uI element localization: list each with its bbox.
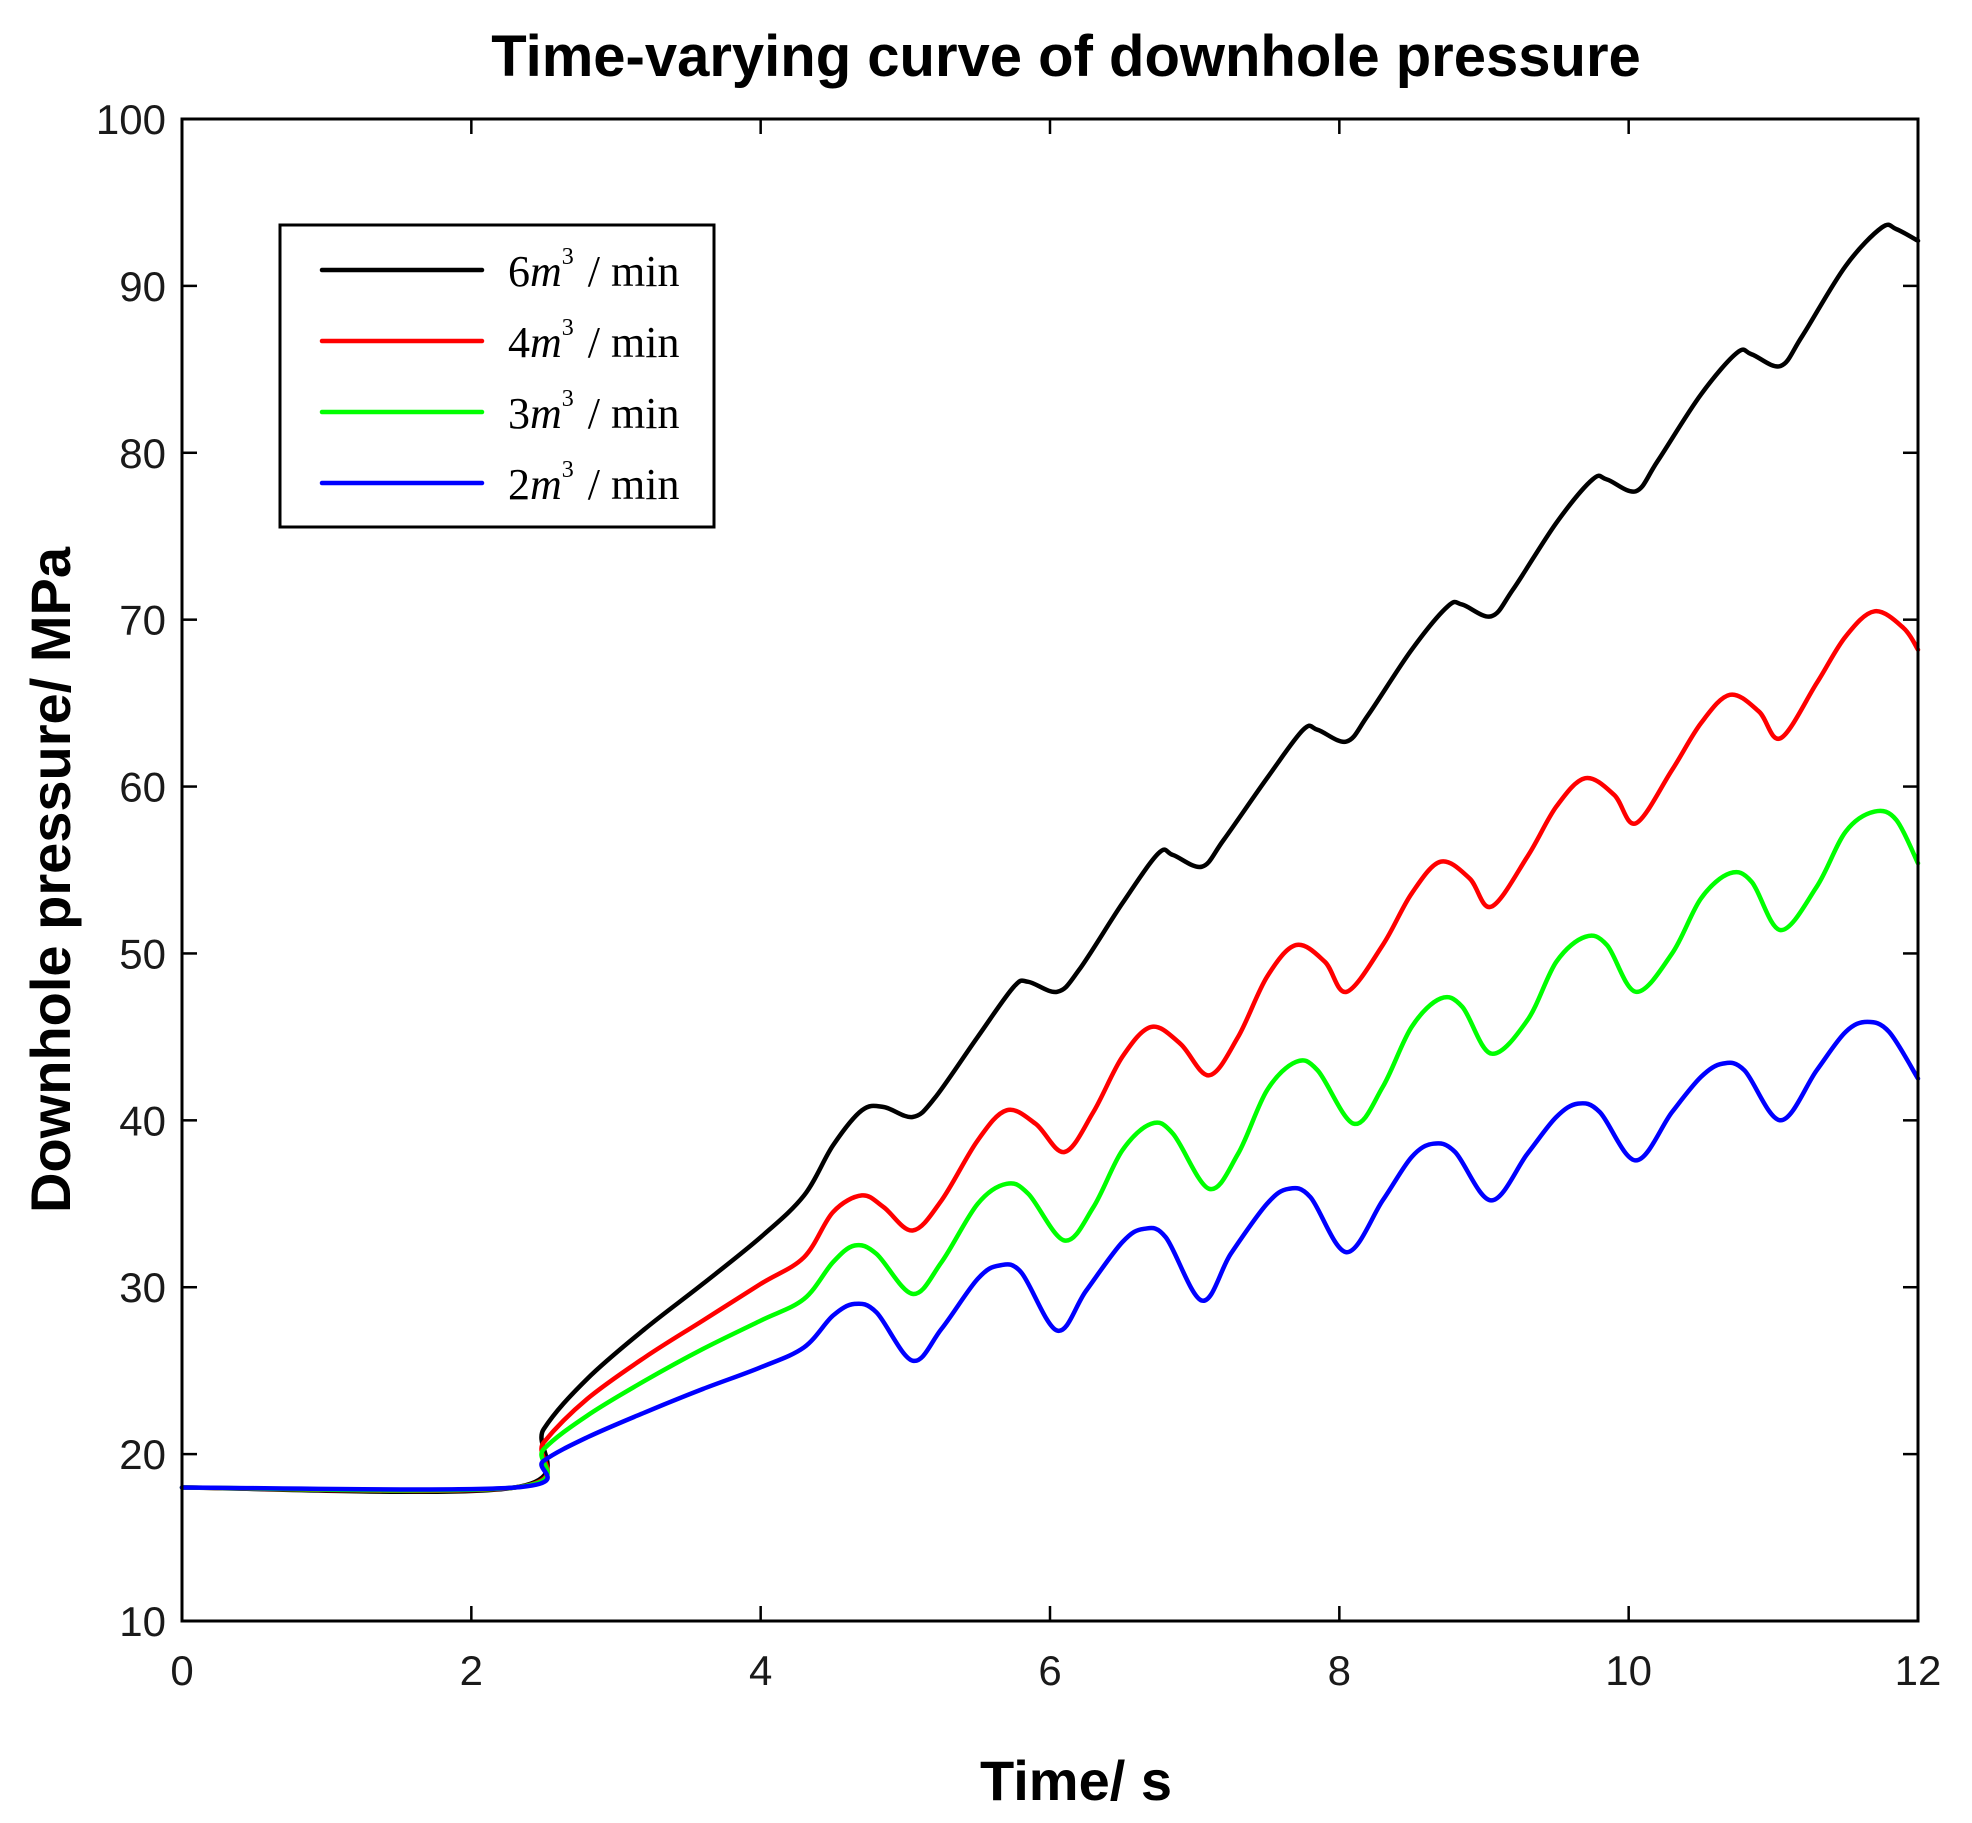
- y-tick-label: 50: [119, 930, 166, 977]
- x-axis-label: Time/ s: [980, 1749, 1172, 1812]
- legend-exp: 3: [562, 315, 574, 341]
- x-tick-label: 6: [1038, 1647, 1061, 1694]
- legend-var: m: [530, 460, 562, 509]
- plot-lines: [179, 222, 1921, 1495]
- y-tick-label: 90: [119, 263, 166, 310]
- y-tick-label: 20: [119, 1431, 166, 1478]
- series-line-1: [179, 609, 1921, 1494]
- legend-var: m: [530, 389, 562, 438]
- legend-var: m: [530, 318, 562, 367]
- legend-label-3: 2m3 / min: [508, 457, 679, 509]
- series-line-0: [179, 222, 1921, 1495]
- legend-label-2: 3m3 / min: [508, 386, 679, 438]
- y-axis-label: Downhole pressure/ MPa: [19, 546, 82, 1213]
- legend-unit: / min: [588, 318, 680, 367]
- legend-coef: 6: [508, 247, 530, 296]
- legend-exp: 3: [562, 457, 574, 483]
- y-tick-label: 60: [119, 764, 166, 811]
- y-tick-label: 40: [119, 1097, 166, 1144]
- x-tick-label: 2: [460, 1647, 483, 1694]
- x-tick-label: 8: [1328, 1647, 1351, 1694]
- legend-unit: / min: [588, 460, 680, 509]
- y-tick-label: 10: [119, 1598, 166, 1645]
- legend-coef: 2: [508, 460, 530, 509]
- legend-var: m: [530, 247, 562, 296]
- series-line-3: [179, 1019, 1921, 1492]
- x-tick-label: 12: [1895, 1647, 1942, 1694]
- legend-box: [278, 223, 716, 529]
- x-tick-label: 4: [749, 1647, 772, 1694]
- y-tick-label: 70: [119, 597, 166, 644]
- legend-coef: 4: [508, 318, 530, 367]
- y-tick-label: 100: [96, 96, 166, 143]
- legend-unit: / min: [588, 389, 680, 438]
- legend-label-0: 6m3 / min: [508, 244, 679, 296]
- series-line-2: [179, 808, 1921, 1493]
- y-tick-label: 80: [119, 430, 166, 477]
- y-tick-label: 30: [119, 1264, 166, 1311]
- legend-exp: 3: [562, 244, 574, 270]
- x-tick-label: 0: [170, 1647, 193, 1694]
- chart-title: Time-varying curve of downhole pressure: [491, 24, 1641, 89]
- x-axis-ticks: 0 2 4 6 8 10 12: [170, 119, 1941, 1694]
- x-tick-label: 10: [1605, 1647, 1652, 1694]
- y-axis-ticks: 10 20 30 40 50 60 70 80 90 100: [96, 96, 1918, 1645]
- legend-unit: / min: [588, 247, 680, 296]
- legend-exp: 3: [562, 386, 574, 412]
- legend-coef: 3: [508, 389, 530, 438]
- legend-label-1: 4m3 / min: [508, 315, 679, 367]
